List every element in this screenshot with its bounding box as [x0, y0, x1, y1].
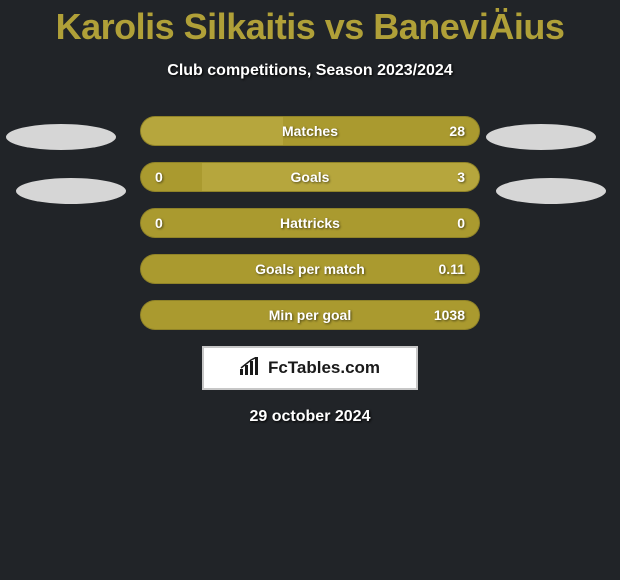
stat-bar: Matches 28: [140, 116, 480, 146]
stat-bar-layer: 0 Hattricks 0: [141, 209, 479, 237]
stat-label: Goals per match: [255, 261, 365, 277]
decor-ellipse: [16, 178, 126, 204]
stat-bar: 0 Hattricks 0: [140, 208, 480, 238]
stat-bar: Goals per match 0.11: [140, 254, 480, 284]
stat-left-value: 0: [155, 169, 163, 185]
page-subtitle: Club competitions, Season 2023/2024: [0, 62, 620, 80]
stat-label: Min per goal: [269, 307, 351, 323]
stat-right-value: 0: [457, 215, 465, 231]
decor-ellipse: [496, 178, 606, 204]
decor-ellipse: [486, 124, 596, 150]
stat-bar-layer: Min per goal 1038: [141, 301, 479, 329]
stat-label: Goals: [291, 169, 330, 185]
stat-left-value: 0: [155, 215, 163, 231]
bars-icon: [240, 357, 262, 380]
stat-bar-layer: Goals per match 0.11: [141, 255, 479, 283]
stat-right-value: 28: [449, 123, 465, 139]
stat-bar: Min per goal 1038: [140, 300, 480, 330]
attribution-text: FcTables.com: [268, 358, 380, 378]
attribution-box: FcTables.com: [202, 346, 418, 390]
stats-container: Matches 28 0 Goals 3 0 Hattricks 0 Goals per mat…: [140, 116, 480, 330]
stat-label: Matches: [282, 123, 338, 139]
page-title: Karolis Silkaitis vs BaneviÄius: [0, 0, 620, 48]
footer-date: 29 october 2024: [0, 408, 620, 426]
stat-bar-layer: 0 Goals 3: [141, 163, 479, 191]
stat-bar-layer: Matches 28: [141, 117, 479, 145]
decor-ellipse: [6, 124, 116, 150]
stat-right-value: 0.11: [439, 261, 465, 277]
stat-right-value: 1038: [434, 307, 465, 323]
stat-right-value: 3: [457, 169, 465, 185]
stat-bar: 0 Goals 3: [140, 162, 480, 192]
stat-label: Hattricks: [280, 215, 340, 231]
